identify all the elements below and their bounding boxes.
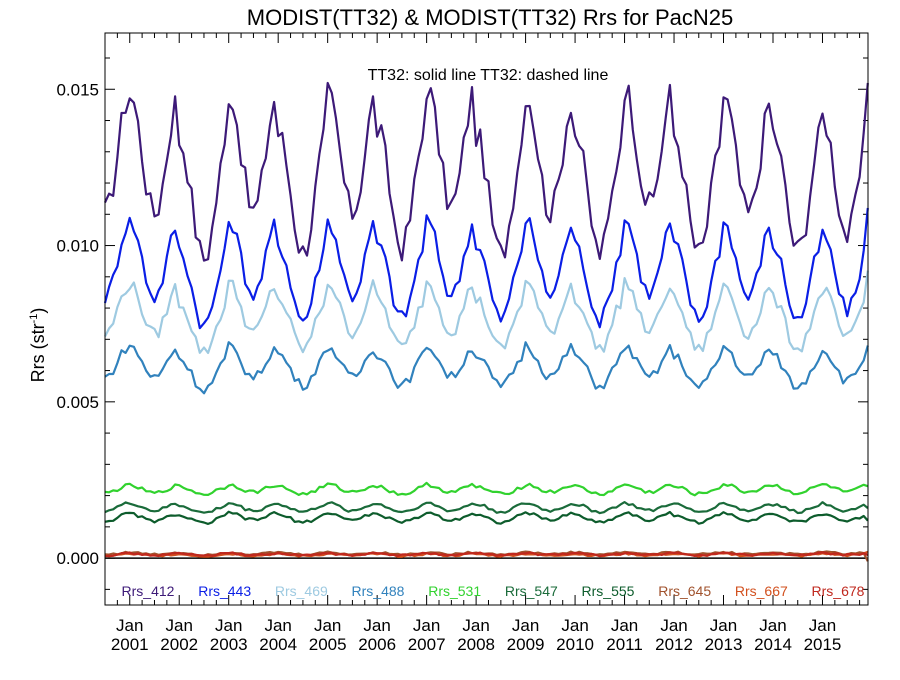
legend-entry-rrs-488: Rrs_488 (352, 583, 405, 599)
x-tick-label-month: Jan (759, 616, 786, 635)
series-line-rrs-531 (104, 481, 869, 497)
x-tick-label-year: 2013 (705, 635, 743, 654)
legend-entry-rrs-531: Rrs_531 (428, 583, 481, 599)
x-tick-label-year: 2008 (457, 635, 495, 654)
legend-entry-rrs-678: Rrs_678 (812, 583, 865, 599)
chart-title: MODIST(TT32) & MODIST(TT32) Rrs for PacN… (247, 5, 734, 30)
legend-entry-rrs-555: Rrs_555 (582, 583, 635, 599)
x-tick-label-year: 2014 (754, 635, 792, 654)
x-tick-label-month: Jan (116, 616, 143, 635)
legend-entry-rrs-547: Rrs_547 (505, 583, 558, 599)
y-tick-label: 0.010 (56, 237, 99, 256)
series-line-rrs-678 (104, 551, 869, 558)
x-tick-label-year: 2015 (804, 635, 842, 654)
x-tick-label-year: 2012 (655, 635, 693, 654)
series-line-rrs-412 (104, 81, 869, 262)
x-tick-label-month: Jan (512, 616, 539, 635)
x-tick-label-month: Jan (314, 616, 341, 635)
x-tick-label-month: Jan (264, 616, 291, 635)
x-tick-label-year: 2009 (507, 635, 545, 654)
legend-entry-rrs-443: Rrs_443 (198, 583, 251, 599)
x-tick-label-year: 2011 (606, 635, 643, 654)
x-tick-label-month: Jan (462, 616, 489, 635)
plot-frame (104, 32, 869, 606)
x-tick-label-year: 2004 (259, 635, 297, 654)
x-tick-label-month: Jan (611, 616, 638, 635)
y-tick-label: 0.005 (56, 393, 99, 412)
x-tick-label-year: 2003 (210, 635, 248, 654)
chart-annotation: TT32: solid line TT32: dashed line (368, 67, 609, 84)
legend-entry-rrs-667: Rrs_667 (735, 583, 788, 599)
plot-area: 0.0000.0050.0100.015Jan2001Jan2002Jan200… (56, 33, 869, 654)
y-axis-label-close: ) (28, 308, 48, 314)
x-tick-label-month: Jan (363, 616, 390, 635)
series-line-rrs-443 (103, 207, 869, 330)
x-tick-label-year: 2007 (408, 635, 446, 654)
legend-entry-rrs-469: Rrs_469 (275, 583, 328, 599)
series-line-rrs-488 (104, 341, 869, 395)
x-tick-label-month: Jan (561, 616, 588, 635)
x-tick-label-month: Jan (413, 616, 440, 635)
series-line-rrs-555 (104, 510, 869, 525)
x-tick-label-month: Jan (809, 616, 836, 635)
x-tick-label-year: 2006 (358, 635, 396, 654)
x-tick-label-month: Jan (215, 616, 242, 635)
x-tick-label-month: Jan (710, 616, 737, 635)
legend-entry-rrs-412: Rrs_412 (122, 583, 175, 599)
legend-entry-rrs-645: Rrs_645 (658, 583, 711, 599)
series-line-rrs-547 (104, 501, 869, 515)
y-axis-label-main: Rrs (str (28, 323, 48, 382)
series-line-rrs-469 (104, 270, 869, 354)
y-tick-label: 0.015 (56, 80, 99, 99)
x-tick-label-year: 2005 (309, 635, 347, 654)
x-tick-label-year: 2002 (160, 635, 198, 654)
x-tick-label-month: Jan (660, 616, 687, 635)
y-axis-label: Rrs (str-1) (28, 308, 48, 383)
y-axis-label-superscript: -1 (28, 314, 40, 324)
x-tick-label-year: 2001 (111, 635, 149, 654)
x-tick-label-month: Jan (166, 616, 193, 635)
x-tick-label-year: 2010 (556, 635, 594, 654)
y-tick-label: 0.000 (56, 549, 99, 568)
